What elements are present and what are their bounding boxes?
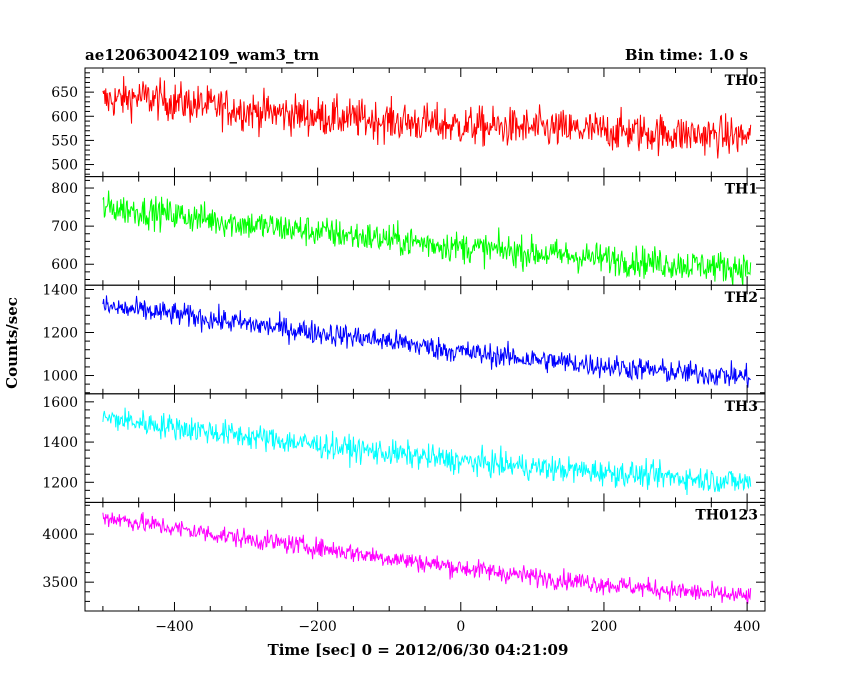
x-tick-label: 200 bbox=[591, 619, 618, 635]
panel-frame bbox=[84, 501, 766, 612]
series-line-th0123 bbox=[102, 512, 752, 605]
y-tick-label: 650 bbox=[51, 85, 78, 101]
y-tick-label: 700 bbox=[51, 219, 78, 235]
y-tick-label: 550 bbox=[51, 133, 78, 149]
x-tick-label: 400 bbox=[734, 619, 761, 635]
panel-th0: 500 550 600 650 TH0 bbox=[51, 67, 766, 178]
series-line-th3 bbox=[102, 407, 752, 496]
y-tick-label: 1400 bbox=[42, 283, 78, 299]
y-tick-label: 500 bbox=[51, 158, 78, 174]
panel-th2: 1000 1200 1400 TH2 bbox=[42, 283, 766, 395]
panel-frame bbox=[84, 284, 766, 395]
panel-label-th0123: TH0123 bbox=[695, 507, 758, 523]
x-axis-tick-labels: −400 −200 0 200 400 bbox=[155, 619, 760, 635]
y-tick-label: 1200 bbox=[42, 475, 78, 491]
panel-th0123: 3500 4000 TH0123 bbox=[42, 501, 766, 612]
panel-th3: 1200 1400 1600 TH3 bbox=[42, 393, 766, 503]
y-axis-title: Counts/sec bbox=[3, 297, 21, 389]
series-line-th0 bbox=[102, 76, 752, 159]
y-tick-label: 800 bbox=[51, 181, 78, 197]
series-line-th2 bbox=[102, 295, 751, 388]
y-tick-label: 3500 bbox=[42, 575, 78, 591]
x-tick-label: 0 bbox=[456, 619, 465, 635]
panel-label-th3: TH3 bbox=[725, 399, 758, 415]
panel-label-th1: TH1 bbox=[725, 182, 758, 198]
y-tick-label: 600 bbox=[51, 257, 78, 273]
y-tick-label: 1600 bbox=[42, 395, 78, 411]
series-line-th1 bbox=[102, 190, 752, 286]
x-tick-label: −200 bbox=[298, 619, 336, 635]
y-tick-label: 600 bbox=[51, 109, 78, 125]
y-tick-label: 1200 bbox=[42, 326, 78, 342]
y-tick-label: 1400 bbox=[42, 435, 78, 451]
y-tick-label: 4000 bbox=[42, 527, 78, 543]
panel-label-th0: TH0 bbox=[725, 73, 759, 89]
panel-frame bbox=[84, 176, 766, 286]
y-tick-label: 1000 bbox=[42, 369, 78, 385]
x-tick-label: −400 bbox=[155, 619, 193, 635]
chart-title: ae120630042109_wam3_trn bbox=[85, 46, 319, 64]
panel-label-th2: TH2 bbox=[725, 290, 758, 306]
panel-th1: 600 700 800 TH1 bbox=[51, 176, 766, 286]
panels: 500 550 600 650 TH0 600 700 800 TH1 1000 1200 1400 T… bbox=[42, 67, 766, 612]
x-axis-title: Time [sec] 0 = 2012/06/30 04:21:09 bbox=[268, 641, 569, 659]
bin-time-label: Bin time: 1.0 s bbox=[625, 46, 748, 64]
